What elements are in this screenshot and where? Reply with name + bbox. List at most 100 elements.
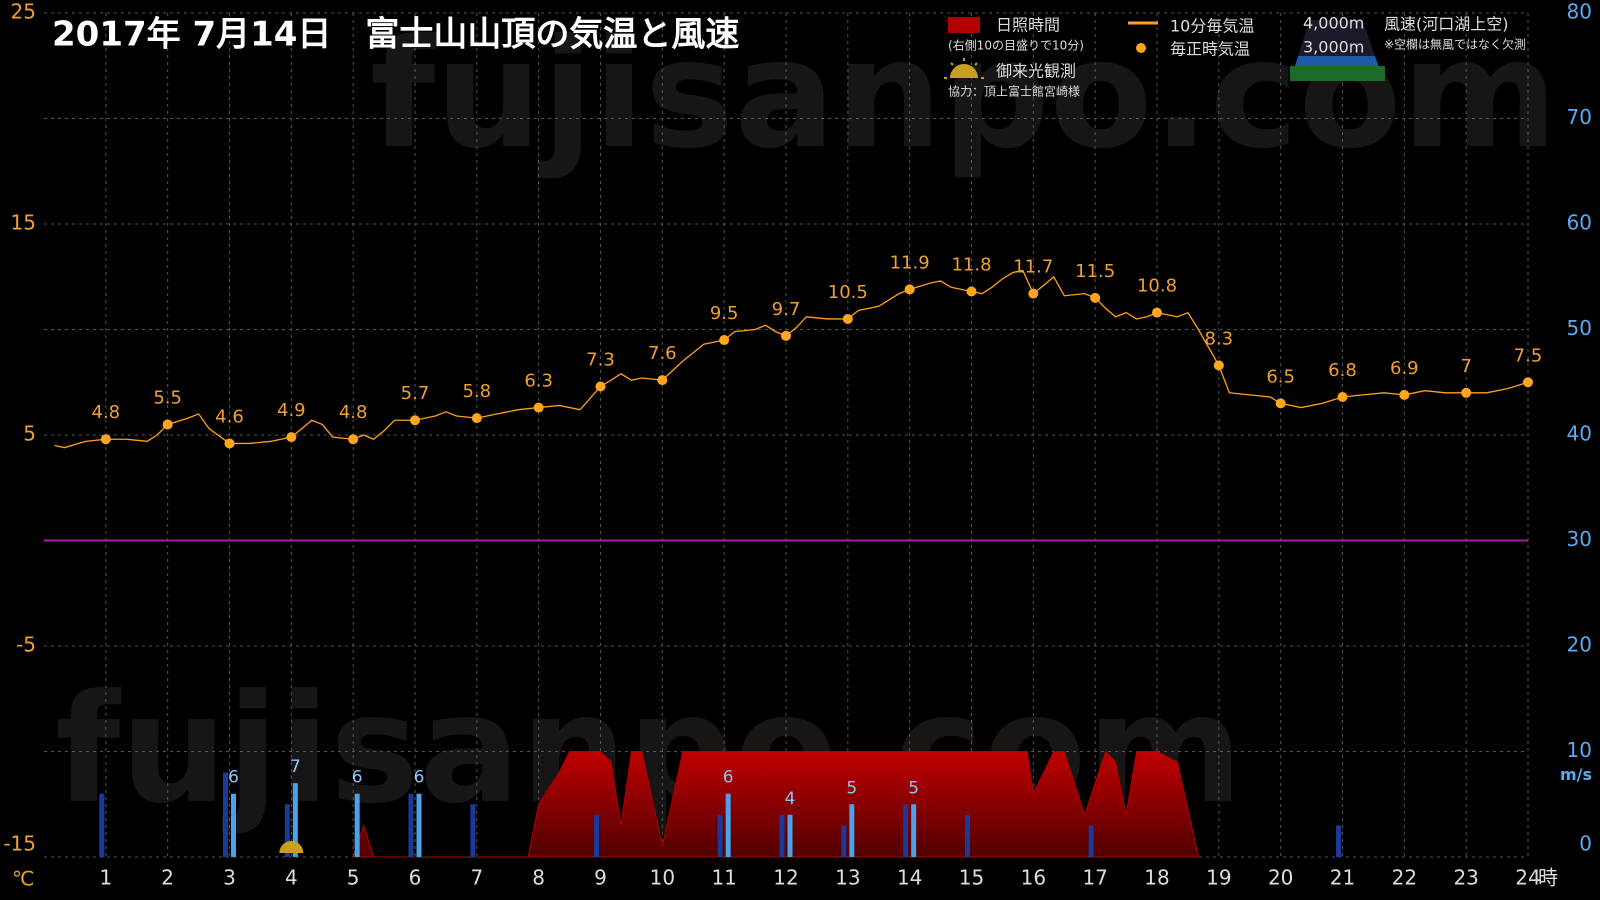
mountain-icon bbox=[1290, 66, 1385, 81]
temperature-point bbox=[657, 375, 668, 386]
temperature-point bbox=[471, 413, 482, 424]
temperature-value-label: 10.5 bbox=[828, 282, 868, 303]
x-tick-label: 15 bbox=[959, 866, 984, 890]
temperature-value-label: 7.3 bbox=[586, 349, 615, 370]
temperature-value-label: 7.5 bbox=[1514, 345, 1543, 366]
wind-bar bbox=[903, 804, 909, 857]
temperature-value-label: 9.7 bbox=[772, 299, 801, 320]
x-tick-label: 20 bbox=[1268, 866, 1293, 890]
credit: 協力：頂上富士館宮崎様 bbox=[948, 84, 1080, 99]
x-tick-label: 7 bbox=[470, 866, 483, 890]
x-tick-label: 6 bbox=[409, 866, 422, 890]
temperature-value-label: 4.8 bbox=[92, 402, 121, 423]
sunrise-icon bbox=[944, 58, 984, 79]
wind-bar bbox=[231, 793, 236, 857]
temperature-value-label: 5.5 bbox=[153, 387, 182, 408]
temperature-value-label: 11.8 bbox=[951, 255, 991, 276]
temperature-point bbox=[410, 415, 420, 426]
temperature-value-label: 11.7 bbox=[1013, 257, 1053, 278]
wind-bar bbox=[1088, 825, 1094, 857]
temperature-value-label: 7.6 bbox=[648, 343, 677, 364]
sunrise-marker-sun bbox=[279, 841, 304, 853]
y2-tick-label: 60 bbox=[1567, 211, 1592, 235]
y-tick-label: 15 bbox=[11, 211, 36, 235]
temperature-value-label: 9.5 bbox=[710, 303, 739, 324]
temperature-point bbox=[1461, 387, 1472, 398]
legend-label: 3,000m bbox=[1303, 38, 1364, 57]
sunrise-marker bbox=[279, 841, 304, 853]
temperature-point bbox=[719, 335, 730, 346]
mountain-icon bbox=[1298, 20, 1375, 56]
wind-value-label: 4 bbox=[785, 789, 796, 809]
temperature-point bbox=[1152, 307, 1162, 318]
y2-tick-label: 40 bbox=[1567, 422, 1592, 446]
temperature-point bbox=[1399, 389, 1410, 400]
temperature-point bbox=[1213, 360, 1224, 371]
temperature-point bbox=[1275, 398, 1286, 409]
temperature-value-label: 6.8 bbox=[1328, 360, 1357, 381]
x-tick-label: 16 bbox=[1021, 866, 1046, 890]
x-unit: 時 bbox=[1538, 866, 1558, 890]
legend-note: (右側10の目盛りで10分) bbox=[948, 38, 1084, 53]
wind-bar bbox=[594, 814, 599, 857]
y2-tick-label: 0 bbox=[1579, 832, 1592, 856]
x-tick-label: 14 bbox=[897, 866, 922, 890]
temperature-point bbox=[100, 434, 111, 445]
legend-note: ※空欄は無風ではなく欠測 bbox=[1384, 37, 1526, 52]
wind-value-label: 5 bbox=[846, 778, 857, 798]
temperature-line bbox=[54, 269, 1529, 449]
legend-title: 風速(河口湖上空) bbox=[1384, 15, 1509, 34]
wind-bar bbox=[99, 793, 105, 857]
temperature-value-label: 5.7 bbox=[401, 383, 430, 404]
y2-tick-label: 80 bbox=[1567, 0, 1592, 24]
x-tick-label: 18 bbox=[1144, 866, 1169, 890]
temperature-point bbox=[1523, 377, 1533, 388]
wind-bar bbox=[965, 814, 970, 857]
x-tick-label: 9 bbox=[594, 866, 607, 890]
temperature-value-label: 11.9 bbox=[890, 252, 930, 273]
legend-swatch bbox=[948, 17, 980, 33]
temperature-value-label: 10.8 bbox=[1137, 276, 1177, 297]
legend-swatch bbox=[1136, 43, 1146, 53]
y2-tick-label: 50 bbox=[1567, 316, 1592, 340]
temperature-point bbox=[842, 313, 853, 324]
y-tick-label: -5 bbox=[16, 633, 36, 657]
wind-bar bbox=[284, 804, 290, 857]
temperature-point bbox=[224, 438, 235, 449]
wind-bar bbox=[725, 793, 731, 857]
temperature-point bbox=[1337, 392, 1348, 403]
temperature-value-label: 4.9 bbox=[277, 400, 306, 421]
temperature-value-label: 6.5 bbox=[1266, 366, 1295, 387]
wind-bar bbox=[841, 825, 847, 857]
wind-value-label: 7 bbox=[290, 757, 301, 777]
wind-bar bbox=[787, 814, 793, 857]
legend-label: 4,000m bbox=[1303, 14, 1364, 33]
wind-bar bbox=[416, 793, 422, 857]
temperature-point bbox=[1028, 288, 1039, 299]
wind-bar bbox=[1336, 825, 1341, 857]
wind-bar bbox=[292, 783, 298, 857]
legend-label: 毎正時気温 bbox=[1170, 40, 1250, 59]
wind-bar bbox=[717, 814, 723, 857]
y2-tick-label: 70 bbox=[1567, 105, 1592, 129]
sunshine-area bbox=[352, 750, 1200, 858]
y-tick-label: 25 bbox=[11, 0, 36, 24]
wind-value-label: 5 bbox=[908, 778, 919, 798]
x-tick-label: 11 bbox=[711, 866, 736, 890]
x-tick-label: 1 bbox=[99, 866, 112, 890]
temperature-value-label: 6.3 bbox=[524, 371, 553, 392]
x-tick-label: 17 bbox=[1082, 866, 1107, 890]
x-tick-label: 8 bbox=[532, 866, 545, 890]
temperature-value-label: 8.3 bbox=[1205, 328, 1234, 349]
temperature-value-label: 5.8 bbox=[463, 381, 492, 402]
x-tick-label: 5 bbox=[347, 866, 360, 890]
temperature-point bbox=[781, 330, 791, 341]
y-unit: ℃ bbox=[12, 867, 34, 891]
legend: 2017年 7月14日 富士山山頂の気温と風速 日照時間 (右側10の目盛りで1… bbox=[52, 14, 1526, 99]
temperature-value-label: 4.6 bbox=[215, 406, 244, 427]
x-tick-label: 21 bbox=[1330, 866, 1355, 890]
y-tick-label: 5 bbox=[23, 422, 36, 446]
temperature-point bbox=[162, 419, 173, 430]
